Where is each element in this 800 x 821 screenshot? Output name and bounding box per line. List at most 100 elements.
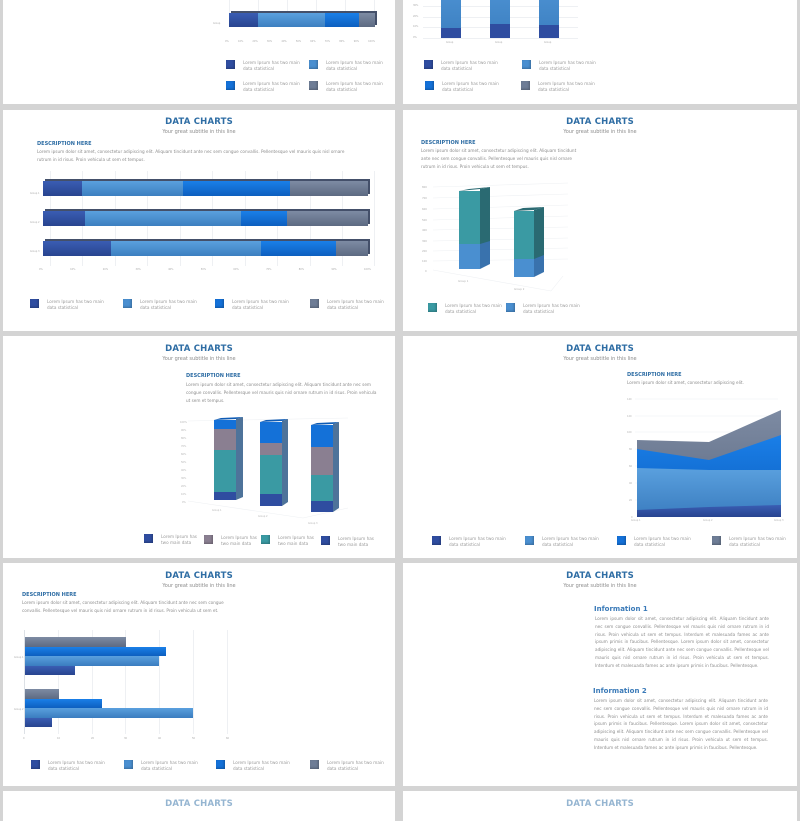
legend-swatch (144, 534, 153, 543)
slide-title: DATA CHARTS (165, 571, 233, 581)
legend-swatch (216, 760, 225, 769)
svg-text:300: 300 (422, 239, 427, 243)
legend-item: Lorem Ipsum has two main data statistica… (521, 81, 598, 93)
svg-text:60: 60 (629, 465, 633, 468)
x-tick: 50 (192, 737, 196, 740)
description-text: Lorem ipsum dolor sit amet, consectetur … (421, 148, 577, 169)
slide-4[interactable]: DATA CHARTS Your great subtitle in this … (403, 110, 797, 331)
svg-text:Group 3: Group 3 (308, 522, 318, 525)
legend-swatch (30, 299, 39, 308)
column-bar (490, 0, 510, 38)
legend-swatch (432, 536, 441, 545)
x-tick: 10 (57, 737, 61, 740)
svg-text:400: 400 (422, 228, 427, 232)
info-2-heading: Information 2 (593, 687, 647, 695)
info-2-body: Lorem ipsum dolor sit amet, consectetur … (594, 698, 768, 750)
slide-1[interactable]: Group 0% 10% 20% 30% 40% 50% 60% 70% 80% 90% 100% … (3, 0, 395, 104)
category-label: Group (213, 22, 221, 25)
category-label: Group (544, 41, 552, 44)
svg-text:20%: 20% (181, 485, 187, 488)
description-text: Lorem ipsum dolor sit amet, consectetur … (22, 600, 224, 613)
slide-8[interactable]: DATA CHARTS Your great subtitle in this … (403, 563, 797, 786)
legend-item: Lorem Ipsum has two main data statistica… (424, 60, 501, 72)
stacked-bar (229, 13, 375, 27)
slide-7[interactable]: DATA CHARTS Your great subtitle in this … (3, 563, 395, 786)
legend-swatch (712, 536, 721, 545)
svg-text:500: 500 (422, 218, 427, 222)
x-axis-ticks: 0% 10% 20% 30% 40% 50% 60% 70% 80% 90% 100% (39, 268, 371, 271)
slide-9[interactable]: DATA CHARTS (3, 791, 395, 821)
description-text: Lorem ipsum dolor sit amet, consectetur … (37, 149, 345, 162)
x-tick: 40 (158, 737, 162, 740)
svg-text:700: 700 (422, 196, 427, 200)
legend-item: Lorem Ipsum has two main data statistica… (309, 60, 386, 72)
bar-series-3-group-2 (25, 699, 102, 708)
slide-title: DATA CHARTS (165, 344, 233, 354)
stacked-bar-group-1 (43, 181, 368, 196)
legend-swatch (522, 60, 531, 69)
svg-text:Group 1: Group 1 (458, 279, 469, 283)
slide-10[interactable]: DATA CHARTS (403, 791, 797, 821)
slide-6[interactable]: DATA CHARTS Your great subtitle in this … (403, 336, 797, 558)
legend-swatch (617, 536, 626, 545)
legend-swatch (309, 60, 318, 69)
svg-text:Group 2: Group 2 (703, 519, 713, 522)
slide-subtitle: Your great subtitle in this line (563, 583, 637, 589)
legend-swatch (428, 303, 437, 312)
category-label: Group 2 (14, 708, 24, 711)
category-label: Group (446, 41, 454, 44)
svg-text:800: 800 (422, 185, 427, 189)
svg-text:90%: 90% (181, 429, 187, 432)
legend-item: Lorem Ipsum has two main data statistica… (522, 60, 599, 72)
legend-item: Lorem Ipsum has two main data statistica… (226, 81, 303, 93)
slide-2[interactable]: 30% 20% 10% 0% Group Group Group Lorem I… (403, 0, 797, 104)
legend-item: Lorem Ipsum has two main data statistica… (525, 536, 602, 548)
category-label: Group (495, 41, 503, 44)
legend-item: Lorem Ipsum has two main data (321, 536, 378, 548)
stacked-area-chart: 140 120 100 80 60 40 20 0 Group 1 Group 2 Group … (627, 398, 784, 522)
info-1-heading: Information 1 (594, 605, 648, 613)
legend-swatch (124, 760, 133, 769)
legend-swatch (506, 303, 515, 312)
legend-swatch (310, 760, 319, 769)
x-tick: 20 (91, 737, 95, 740)
legend-item: Lorem Ipsum has two main data statistica… (310, 760, 387, 772)
slide-5[interactable]: DATA CHARTS Your great subtitle in this … (3, 336, 395, 558)
column-bar (441, 0, 461, 38)
svg-text:0: 0 (425, 269, 427, 273)
description-heading: DESCRIPTION HERE (186, 373, 241, 379)
bar-series-4-group-1 (25, 637, 126, 647)
svg-text:200: 200 (422, 249, 427, 253)
legend-item: Lorem Ipsum has two main data statistica… (226, 60, 303, 72)
category-label: Group 3 (30, 250, 40, 253)
bar-series-3-group-1 (25, 647, 166, 656)
legend-swatch (123, 299, 132, 308)
legend-swatch (310, 299, 319, 308)
bar-series-2-group-1 (25, 656, 159, 666)
bar-series-1-group-1 (25, 666, 75, 675)
svg-text:80: 80 (629, 448, 633, 451)
y-tick: 0% (413, 36, 417, 39)
category-label: Group 1 (14, 656, 24, 659)
stacked-bar-group-3 (43, 241, 368, 256)
legend-item: Lorem Ipsum has two main data statistica… (30, 299, 107, 311)
legend-item: Lorem Ipsum has two main data statistica… (432, 536, 509, 548)
legend-swatch (31, 760, 40, 769)
y-tick: 30% (413, 4, 419, 7)
legend-item: Lorem Ipsum has two main data statistica… (506, 303, 583, 315)
description-text: Lorem ipsum dolor sit amet, consectetur … (186, 382, 377, 403)
svg-text:600: 600 (422, 207, 427, 211)
slide-title: DATA CHARTS (566, 117, 634, 127)
svg-text:40: 40 (629, 482, 633, 485)
svg-text:30%: 30% (181, 477, 187, 480)
3d-stacked-column-chart: 100% 90% 80% 70% 60% 50% 40% 30% 20% 10% 0% Group… (180, 417, 349, 525)
svg-text:60%: 60% (181, 453, 187, 456)
legend-item: Lorem Ipsum has two main data statistica… (216, 760, 293, 772)
slide-3[interactable]: DATA CHARTS Your great subtitle in this … (3, 110, 395, 331)
legend-item: Lorem Ipsum has two main data statistica… (428, 303, 505, 315)
svg-text:100: 100 (422, 259, 427, 263)
bar-series-2-group-2 (25, 708, 193, 718)
slide-title: DATA CHARTS (165, 117, 233, 127)
legend-swatch (424, 60, 433, 69)
legend-item: Lorem Ipsum has two main data statistica… (123, 299, 200, 311)
